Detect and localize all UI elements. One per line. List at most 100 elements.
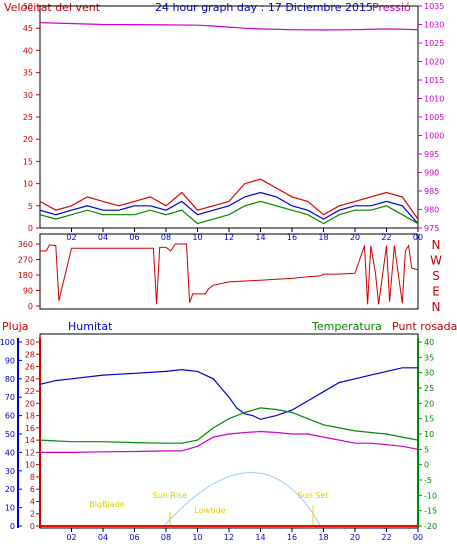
wind-time-ticks: 02 04 06 08 10 12 14 16 18 20 22 00 bbox=[66, 228, 423, 242]
humidity-tick-label: 40 bbox=[5, 448, 15, 457]
pressure-tick-label: 1030 bbox=[424, 21, 444, 30]
humidity-tick-label: 50 bbox=[5, 430, 15, 439]
pressure-tick-label: 1010 bbox=[424, 95, 444, 104]
pressure-ticks: 975 980 985 990 995 1000 1005 1010 1015 1020 1025 1… bbox=[418, 2, 444, 233]
sunset-annotation: Sun Set bbox=[298, 491, 329, 500]
pressure-tick-label: 985 bbox=[424, 187, 439, 196]
weather-time-tick-label: 20 bbox=[350, 533, 360, 542]
wind-series-line-1 bbox=[39, 178, 419, 220]
humidity-tick-label: 70 bbox=[5, 393, 15, 402]
compass-label: W bbox=[430, 254, 442, 268]
humidity-tick-label: 0 bbox=[10, 522, 15, 531]
wind-series bbox=[39, 22, 419, 225]
pressure-tick-label: 980 bbox=[424, 206, 439, 215]
weather-time-tick-label: 14 bbox=[255, 533, 265, 542]
weather-time-tick-label: 04 bbox=[98, 533, 108, 542]
temperature-legend: Temperatura bbox=[311, 320, 382, 333]
temperature-tick-label: -10 bbox=[424, 491, 437, 500]
compass-label: N bbox=[432, 238, 441, 252]
pressure-tick-label: 1005 bbox=[424, 113, 444, 122]
wind-time-tick-label: 02 bbox=[66, 233, 76, 242]
rain-tick-label: 6 bbox=[30, 485, 35, 494]
wind-speed-tick-label: 50 bbox=[23, 2, 33, 11]
wind-speed-tick-label: 10 bbox=[23, 180, 33, 189]
temperature-tick-label: 15 bbox=[424, 415, 434, 424]
wind-time-tick-label: 06 bbox=[129, 233, 139, 242]
pressure-tick-label: 975 bbox=[424, 224, 439, 233]
temperature-tick-label: 0 bbox=[424, 461, 429, 470]
wind-speed-axis-label: Velocitat del vent bbox=[4, 1, 101, 14]
rain-tick-label: 2 bbox=[30, 510, 35, 519]
wind-time-tick-label: 00 bbox=[413, 233, 423, 242]
bigblade-annotation: BigBlade bbox=[89, 500, 124, 509]
weather-time-tick-label: 02 bbox=[66, 533, 76, 542]
weather-time-tick-label: 10 bbox=[192, 533, 202, 542]
wind-time-tick-label: 04 bbox=[98, 233, 108, 242]
rain-tick-label: 26 bbox=[25, 363, 35, 372]
rain-tick-label: 30 bbox=[25, 338, 35, 347]
humidity-ticks: 0 10 20 30 40 50 60 70 80 90 100 bbox=[0, 338, 22, 531]
weather-time-tick-label: 16 bbox=[287, 533, 297, 542]
wind-series-line-3 bbox=[39, 200, 419, 225]
humidity-legend: Humitat bbox=[68, 320, 113, 333]
direction-tick-label: 90 bbox=[23, 287, 33, 296]
temperature-tick-label: 40 bbox=[424, 338, 434, 347]
direction-tick-label: 0 bbox=[28, 302, 33, 311]
wind-speed-tick-label: 20 bbox=[23, 135, 33, 144]
weather-series-line-0 bbox=[39, 367, 418, 420]
weather-time-tick-label: 00 bbox=[413, 533, 423, 542]
wind-time-tick-label: 22 bbox=[381, 233, 391, 242]
wind-time-tick-label: 18 bbox=[318, 233, 328, 242]
humidity-tick-label: 60 bbox=[5, 412, 15, 421]
weather-series-line-2 bbox=[40, 430, 419, 453]
pressure-axis-label: Pressió bbox=[372, 1, 411, 14]
rain-tick-label: 12 bbox=[25, 448, 35, 457]
lowtide-annotation: Lowtide bbox=[194, 506, 225, 515]
rain-tick-label: 4 bbox=[30, 497, 35, 506]
wind-speed-tick-label: 40 bbox=[23, 46, 33, 55]
rain-tick-label: 28 bbox=[25, 350, 35, 359]
humidity-tick-label: 100 bbox=[0, 338, 15, 347]
wind-speed-tick-label: 30 bbox=[23, 91, 33, 100]
dewpoint-legend: Punt rosada bbox=[392, 320, 457, 333]
direction-tick-label: 270 bbox=[18, 256, 33, 265]
humidity-tick-label: 90 bbox=[5, 356, 15, 365]
rain-tick-label: 24 bbox=[25, 375, 35, 384]
wind-speed-tick-label: 15 bbox=[23, 157, 33, 166]
pressure-tick-label: 1025 bbox=[424, 39, 444, 48]
wind-speed-tick-label: 45 bbox=[23, 24, 33, 33]
direction-tick-label: 180 bbox=[18, 271, 33, 280]
humidity-tick-label: 80 bbox=[5, 375, 15, 384]
wind-time-tick-label: 20 bbox=[350, 233, 360, 242]
chart-title: 24 hour graph day : 17 Diciembre 2015 bbox=[155, 1, 373, 14]
weather-time-ticks: 02 04 06 08 10 12 14 16 18 20 22 00 bbox=[66, 528, 423, 542]
pressure-tick-label: 990 bbox=[424, 169, 439, 178]
wind-series-line-2 bbox=[39, 191, 419, 224]
rain-tick-label: 18 bbox=[25, 412, 35, 421]
weather-time-tick-label: 08 bbox=[161, 533, 171, 542]
rain-tick-label: 10 bbox=[25, 461, 35, 470]
direction-series bbox=[40, 243, 419, 305]
pressure-tick-label: 1035 bbox=[424, 2, 444, 11]
rain-tick-label: 22 bbox=[25, 387, 35, 396]
wind-speed-tick-label: 5 bbox=[28, 202, 33, 211]
direction-ticks: 0 90 180 270 360 bbox=[18, 240, 40, 311]
pressure-tick-label: 1000 bbox=[424, 132, 444, 141]
weather-series bbox=[39, 367, 419, 527]
rain-tick-label: 0 bbox=[30, 522, 35, 531]
temperature-ticks: -20 -15 -10 -5 0 5 10 15 20 25 30 35 40 bbox=[418, 338, 437, 531]
wind-time-tick-label: 14 bbox=[255, 233, 265, 242]
humidity-tick-label: 10 bbox=[5, 504, 15, 513]
pressure-tick-label: 1015 bbox=[424, 76, 444, 85]
wind-speed-tick-label: 0 bbox=[28, 224, 33, 233]
humidity-tick-label: 30 bbox=[5, 467, 15, 476]
temperature-tick-label: -15 bbox=[424, 507, 437, 516]
weather-time-tick-label: 06 bbox=[129, 533, 139, 542]
temperature-tick-label: 30 bbox=[424, 369, 434, 378]
rain-tick-label: 14 bbox=[25, 436, 35, 445]
wind-speed-tick-label: 35 bbox=[23, 69, 33, 78]
temperature-tick-label: 5 bbox=[424, 445, 429, 454]
